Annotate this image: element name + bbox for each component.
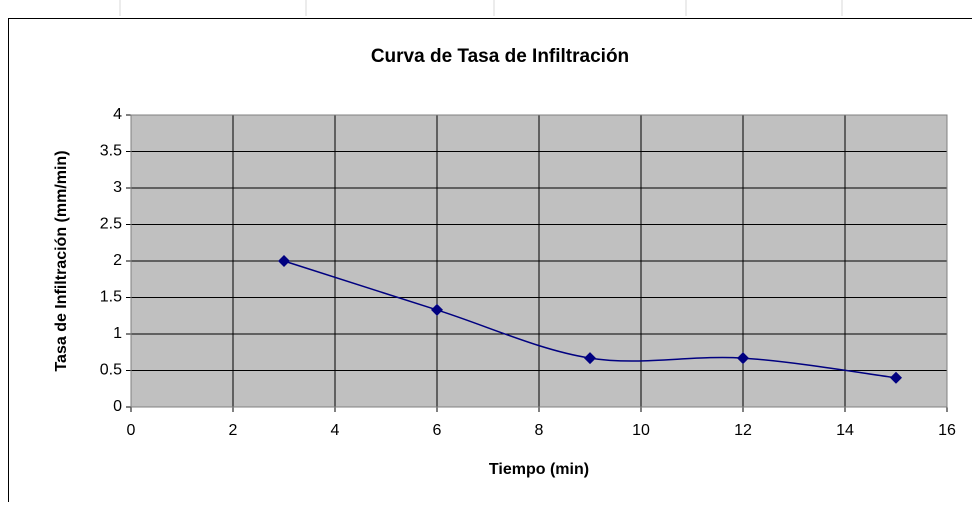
y-tick-label: 2.5: [100, 216, 122, 233]
x-tick-label: 12: [734, 422, 752, 439]
y-tick-label: 2: [113, 252, 122, 269]
x-tick-label: 4: [331, 422, 340, 439]
x-tick-label: 2: [229, 422, 238, 439]
y-axis-label: Tasa de Infiltración (mm/min): [53, 150, 70, 371]
x-tick-label: 14: [836, 422, 854, 439]
sheet-lines: [120, 0, 842, 16]
y-tick-label: 4: [113, 106, 122, 123]
x-axis-label: Tiempo (min): [489, 461, 589, 478]
x-tick-label: 0: [127, 422, 136, 439]
y-tick-label: 0.5: [100, 362, 122, 379]
x-tick-label: 16: [938, 422, 956, 439]
y-tick-label: 0: [113, 398, 122, 415]
chart-title: Curva de Tasa de Infiltración: [371, 46, 629, 67]
y-tick-label: 1: [113, 325, 122, 342]
x-tick-label: 10: [632, 422, 650, 439]
y-tick-label: 3: [113, 179, 122, 196]
x-tick-label: 8: [535, 422, 544, 439]
x-tick-label: 6: [433, 422, 442, 439]
y-tick-label: 1.5: [100, 289, 122, 306]
y-tick-label: 3.5: [100, 143, 122, 160]
